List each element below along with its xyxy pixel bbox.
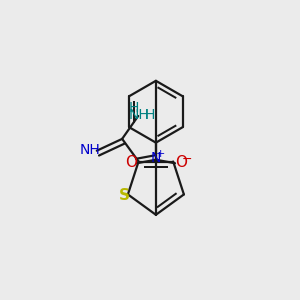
Text: −: − (182, 153, 192, 166)
Text: NH: NH (129, 108, 149, 122)
Text: S: S (119, 188, 130, 203)
Text: O: O (125, 155, 137, 170)
Text: H: H (144, 108, 154, 122)
Text: O: O (175, 155, 187, 170)
Text: +: + (155, 149, 165, 159)
Text: N: N (151, 151, 161, 165)
Text: H: H (129, 101, 139, 115)
Text: NH: NH (80, 143, 101, 158)
